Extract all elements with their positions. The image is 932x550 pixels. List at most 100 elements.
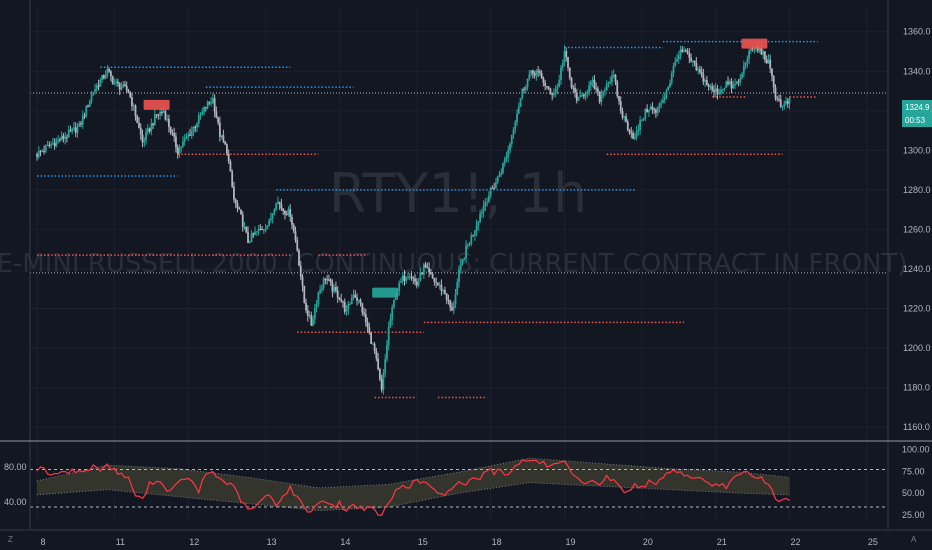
candle-body — [686, 51, 689, 54]
candle-body — [43, 150, 45, 152]
candle-body — [537, 70, 540, 72]
candle-body — [308, 315, 311, 317]
candle-body — [175, 136, 177, 148]
candle-body — [716, 88, 719, 94]
candle-body — [350, 297, 353, 305]
candles-layer — [36, 42, 791, 395]
candle-body — [741, 74, 743, 78]
candle-body — [257, 228, 260, 232]
candle-body — [169, 126, 172, 133]
candle-body — [670, 73, 673, 83]
candle-body — [633, 136, 636, 139]
corner-left-label[interactable]: Z — [8, 535, 13, 544]
candle-body — [684, 50, 687, 52]
candle-body — [211, 98, 214, 103]
candle-body — [544, 82, 547, 87]
candle-body — [466, 244, 469, 246]
candle-body — [141, 134, 144, 143]
candle-body — [512, 129, 515, 136]
x-tick-label: 14 — [340, 537, 350, 547]
candle-body — [468, 243, 471, 245]
candle-body — [707, 84, 710, 88]
candle-body — [417, 281, 420, 286]
candle-body — [62, 135, 65, 139]
candle-body — [431, 274, 434, 279]
candle-body — [718, 92, 721, 94]
candle-body — [364, 314, 367, 323]
candle-body — [758, 48, 761, 51]
candle-body — [333, 286, 336, 292]
candle-body — [714, 88, 717, 92]
candle-body — [145, 132, 147, 141]
candle-body — [57, 139, 60, 141]
candle-body — [90, 94, 93, 102]
candle-body — [776, 98, 779, 100]
candle-body — [498, 174, 501, 177]
candle-body — [407, 277, 409, 279]
candle-body — [628, 129, 631, 133]
candle-body — [361, 303, 364, 313]
candle-body — [704, 80, 707, 82]
candle-body — [739, 77, 742, 82]
candle-body — [85, 105, 88, 117]
candle-body — [271, 213, 274, 219]
candle-body — [167, 118, 170, 127]
y-tick-label: 1340.0 — [903, 66, 931, 76]
candle-body — [266, 225, 269, 230]
candle-body — [109, 71, 112, 77]
candle-body — [625, 116, 627, 122]
candle-body — [122, 84, 125, 88]
candle-body — [437, 282, 439, 285]
rsi-band-fill — [37, 458, 790, 511]
candle-body — [681, 49, 684, 52]
candle-body — [779, 99, 782, 107]
candle-body — [74, 127, 77, 133]
candle-body — [303, 285, 306, 303]
candle-body — [547, 86, 550, 89]
candle-body — [653, 109, 656, 111]
candle-body — [213, 98, 216, 112]
candle-body — [76, 126, 79, 133]
candle-body — [347, 304, 350, 310]
candle-body — [605, 84, 608, 91]
y-tick-label: 1280.0 — [903, 185, 931, 195]
candle-body — [66, 137, 68, 139]
candle-body — [331, 282, 334, 292]
y-tick-label: 1220.0 — [903, 303, 931, 313]
candle-body — [524, 86, 527, 90]
candle-body — [312, 318, 314, 326]
candle-body — [702, 74, 705, 82]
candle-body — [153, 114, 156, 125]
candle-body — [588, 85, 591, 93]
candle-body — [278, 201, 281, 205]
candle-body — [667, 86, 670, 91]
candle-body — [366, 322, 369, 328]
candle-body — [398, 282, 401, 291]
candle-body — [320, 287, 323, 290]
candle-body — [315, 304, 318, 309]
candle-body — [509, 143, 511, 151]
candle-body — [635, 130, 638, 137]
candle-body — [102, 75, 105, 79]
candle-body — [495, 182, 497, 189]
candle-body — [526, 78, 529, 87]
candle-body — [190, 130, 193, 136]
candle-body — [275, 203, 278, 210]
candle-body — [377, 358, 380, 370]
candle-body — [679, 49, 682, 56]
candle-body — [343, 302, 346, 312]
candle-body — [762, 51, 765, 55]
candle-body — [324, 278, 327, 280]
candle-body — [132, 105, 135, 107]
candle-body — [765, 59, 768, 64]
candle-body — [196, 123, 198, 128]
candle-body — [619, 100, 622, 112]
candle-body — [503, 159, 506, 164]
candle-body — [215, 111, 218, 118]
corner-right-label[interactable]: A — [911, 535, 917, 544]
candle-body — [649, 106, 652, 110]
candle-body — [607, 82, 610, 85]
candle-body — [104, 75, 107, 79]
